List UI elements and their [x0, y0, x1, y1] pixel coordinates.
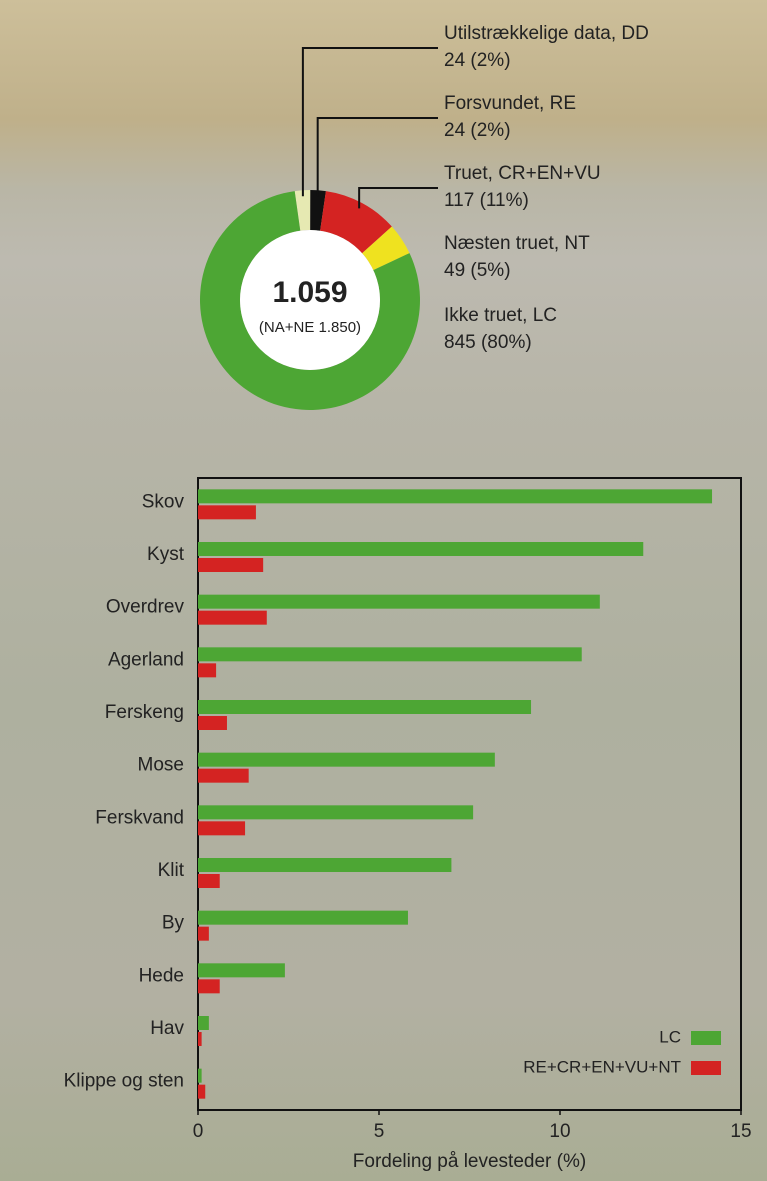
bar — [198, 910, 408, 925]
slice-label: Ikke truet, LC — [444, 305, 557, 326]
bar — [198, 768, 249, 783]
x-tick-label: 10 — [549, 1121, 570, 1142]
x-tick-label: 15 — [730, 1121, 751, 1142]
legend-swatch — [691, 1061, 721, 1075]
y-tick-label: Skov — [142, 491, 185, 512]
bar — [198, 874, 220, 888]
bar — [198, 558, 264, 572]
y-tick-label: By — [162, 913, 185, 934]
y-tick-label: Agerland — [108, 649, 184, 670]
bar — [198, 858, 452, 872]
donut-slice — [294, 190, 311, 231]
bar — [198, 1068, 202, 1083]
legend-label: LC — [659, 1027, 681, 1046]
slice-label: Forsvundet, RE — [444, 93, 576, 114]
bar — [198, 1032, 202, 1046]
legend-label: RE+CR+EN+VU+NT — [523, 1057, 681, 1076]
slice-value-label: 24 (2%) — [444, 120, 511, 141]
donut-hole — [240, 230, 380, 370]
y-tick-label: Klippe og sten — [64, 1071, 184, 1092]
bar — [198, 1016, 209, 1030]
y-tick-label: Klit — [158, 860, 185, 881]
leader-line — [316, 117, 438, 197]
bar — [198, 489, 713, 504]
donut-slice — [320, 191, 392, 254]
slice-value-label: 845 (80%) — [444, 332, 532, 353]
y-tick-label: Kyst — [147, 544, 185, 565]
donut-slice — [362, 226, 410, 271]
slice-label: Næsten truet, NT — [444, 233, 590, 254]
center-sublabel: (NA+NE 1.850) — [259, 319, 361, 336]
y-tick-label: Hav — [150, 1018, 184, 1039]
slice-value-label: 24 (2%) — [444, 50, 511, 71]
x-tick-label: 0 — [193, 1121, 204, 1142]
bar — [198, 594, 600, 609]
x-tick-label: 5 — [374, 1121, 385, 1142]
bar — [198, 963, 285, 978]
donut-slice — [200, 191, 420, 410]
x-axis-label: Fordeling på levesteder (%) — [353, 1151, 586, 1172]
bar — [198, 926, 209, 941]
legend-swatch — [691, 1031, 721, 1045]
bar — [198, 700, 532, 714]
slice-value-label: 49 (5%) — [444, 260, 511, 281]
y-tick-label: Mose — [138, 755, 184, 776]
plot-frame — [197, 477, 742, 1111]
center-label: 1.059 — [272, 276, 347, 309]
leader-line — [301, 47, 438, 197]
slice-label: Truet, CR+EN+VU — [444, 163, 601, 184]
bar — [198, 716, 227, 730]
bar — [198, 821, 246, 836]
leader-line — [358, 187, 438, 209]
bar — [198, 979, 220, 994]
slice-value-label: 117 (11%) — [444, 190, 529, 211]
bar — [198, 805, 474, 820]
bar — [198, 647, 582, 662]
y-tick-label: Ferskeng — [105, 702, 184, 723]
y-tick-label: Hede — [139, 965, 184, 986]
y-tick-label: Overdrev — [106, 597, 185, 618]
bar — [198, 505, 256, 520]
bar — [198, 542, 644, 556]
slice-label: Utilstrækkelige data, DD — [444, 23, 649, 44]
donut-slice — [310, 190, 326, 231]
bar — [198, 663, 217, 678]
y-tick-label: Ferskvand — [95, 807, 184, 828]
bar — [198, 752, 495, 767]
bar — [198, 1084, 206, 1099]
bar — [198, 610, 267, 625]
